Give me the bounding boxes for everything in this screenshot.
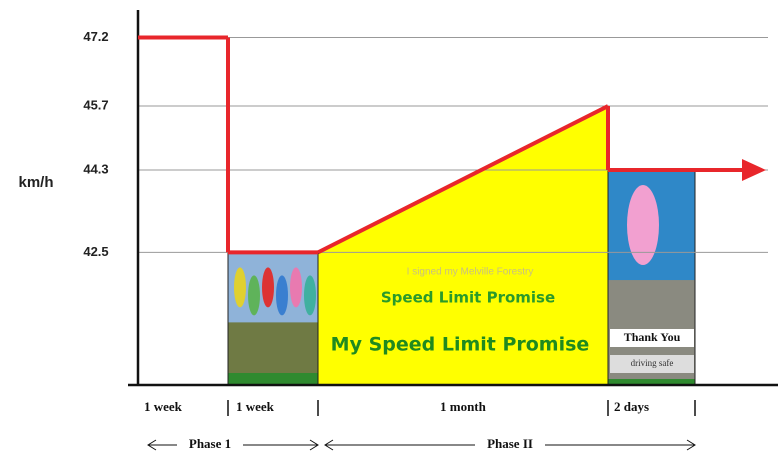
annotation: driving safe [631,358,674,368]
photo-figure [234,267,246,307]
y-tick-label: 42.5 [83,244,108,259]
photo-figure [276,275,288,315]
photo-grass [228,373,318,385]
y-tick-label: 44.3 [83,161,108,176]
arrow-head [742,159,766,181]
annotation: Speed Limit Promise [381,289,555,307]
y-tick-label: 45.7 [83,97,108,112]
y-axis-label: km/h [18,174,53,191]
annotation: I signed my Melville Forestry [407,267,534,278]
period-label: 2 days [614,399,649,414]
period-label: 1 week [236,399,275,414]
period-label: 1 month [440,399,487,414]
phase-label: Phase 1 [189,436,231,451]
chart: km/h 42.5 44.3 45.7 47.2 I signed my Melvill… [0,0,780,458]
phase-label: Phase II [487,436,533,451]
photo-figure [248,275,260,315]
photo-figure [304,275,316,315]
annotation: Thank You [624,330,681,344]
photo-figure [290,267,302,307]
y-tick-label: 47.2 [83,29,108,44]
photo-figure [627,185,659,265]
photo-figure [262,267,274,307]
period-label: 1 week [144,399,183,414]
annotation: My Speed Limit Promise [331,334,590,356]
